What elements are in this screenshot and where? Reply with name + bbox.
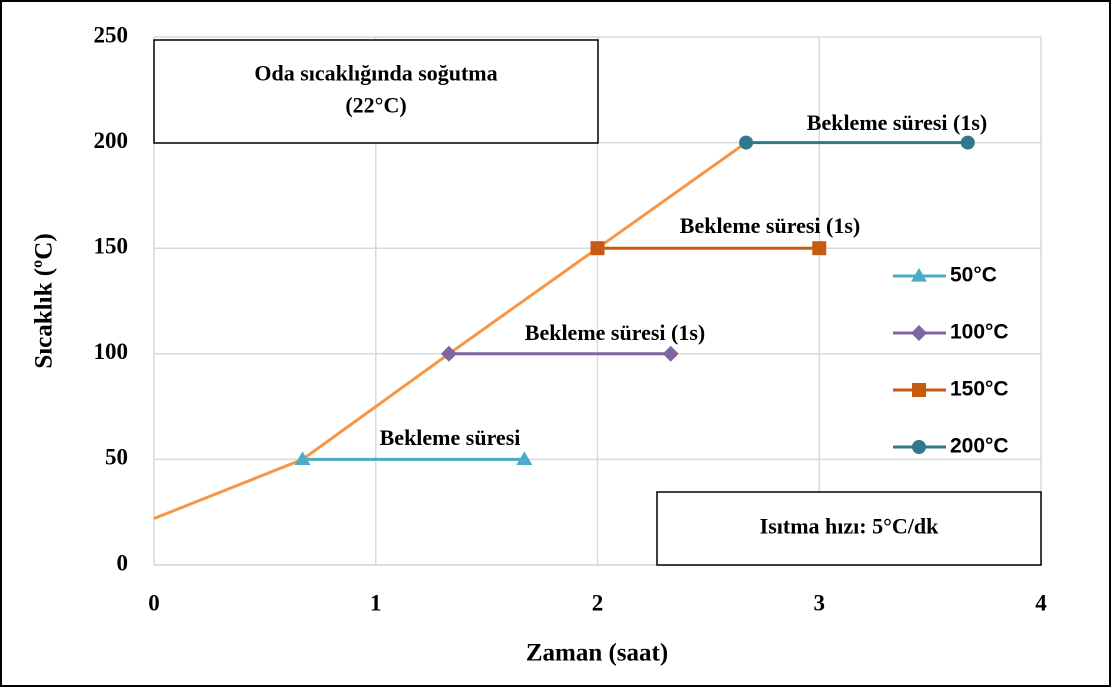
- x-tick-label: 1: [370, 590, 382, 615]
- marker: [739, 135, 754, 150]
- annotation: Bekleme süresi: [380, 425, 521, 450]
- annotation: Bekleme süresi (1s): [680, 213, 860, 238]
- marker: [516, 451, 533, 465]
- marker: [960, 135, 975, 150]
- x-tick-label: 0: [148, 590, 160, 615]
- legend-marker: [912, 440, 926, 454]
- annotation: Bekleme süresi (1s): [807, 110, 987, 135]
- legend-marker: [911, 268, 927, 282]
- legend-label: 50°C: [950, 264, 997, 287]
- box-text: Oda sıcaklığında soğutma: [254, 61, 497, 86]
- text-box: [153, 39, 599, 144]
- y-tick-label: 150: [94, 233, 129, 258]
- marker: [294, 451, 311, 465]
- marker: [440, 345, 457, 362]
- marker: [662, 345, 679, 362]
- box-text: (22°C): [345, 93, 406, 118]
- legend-marker: [911, 325, 927, 341]
- marker: [590, 241, 605, 256]
- x-axis-title: Zaman (saat): [526, 640, 668, 667]
- text-box: [656, 491, 1042, 566]
- marker: [812, 241, 827, 256]
- legend-label: 100°C: [950, 321, 1009, 344]
- y-tick-label: 200: [94, 128, 129, 153]
- box-text: Isıtma hızı: 5°C/dk: [760, 514, 939, 539]
- y-tick-label: 50: [105, 445, 128, 470]
- legend-label: 200°C: [950, 435, 1009, 458]
- legend-label: 150°C: [950, 378, 1009, 401]
- y-tick-label: 0: [117, 550, 129, 575]
- x-tick-label: 4: [1035, 590, 1047, 615]
- x-tick-label: 2: [592, 590, 604, 615]
- y-tick-label: 250: [94, 22, 129, 47]
- annotation: Bekleme süresi (1s): [525, 320, 705, 345]
- x-tick-label: 3: [814, 590, 826, 615]
- legend-marker: [912, 383, 926, 397]
- y-axis-title: Sıcaklık (ºC): [31, 233, 58, 368]
- y-tick-label: 100: [94, 339, 129, 364]
